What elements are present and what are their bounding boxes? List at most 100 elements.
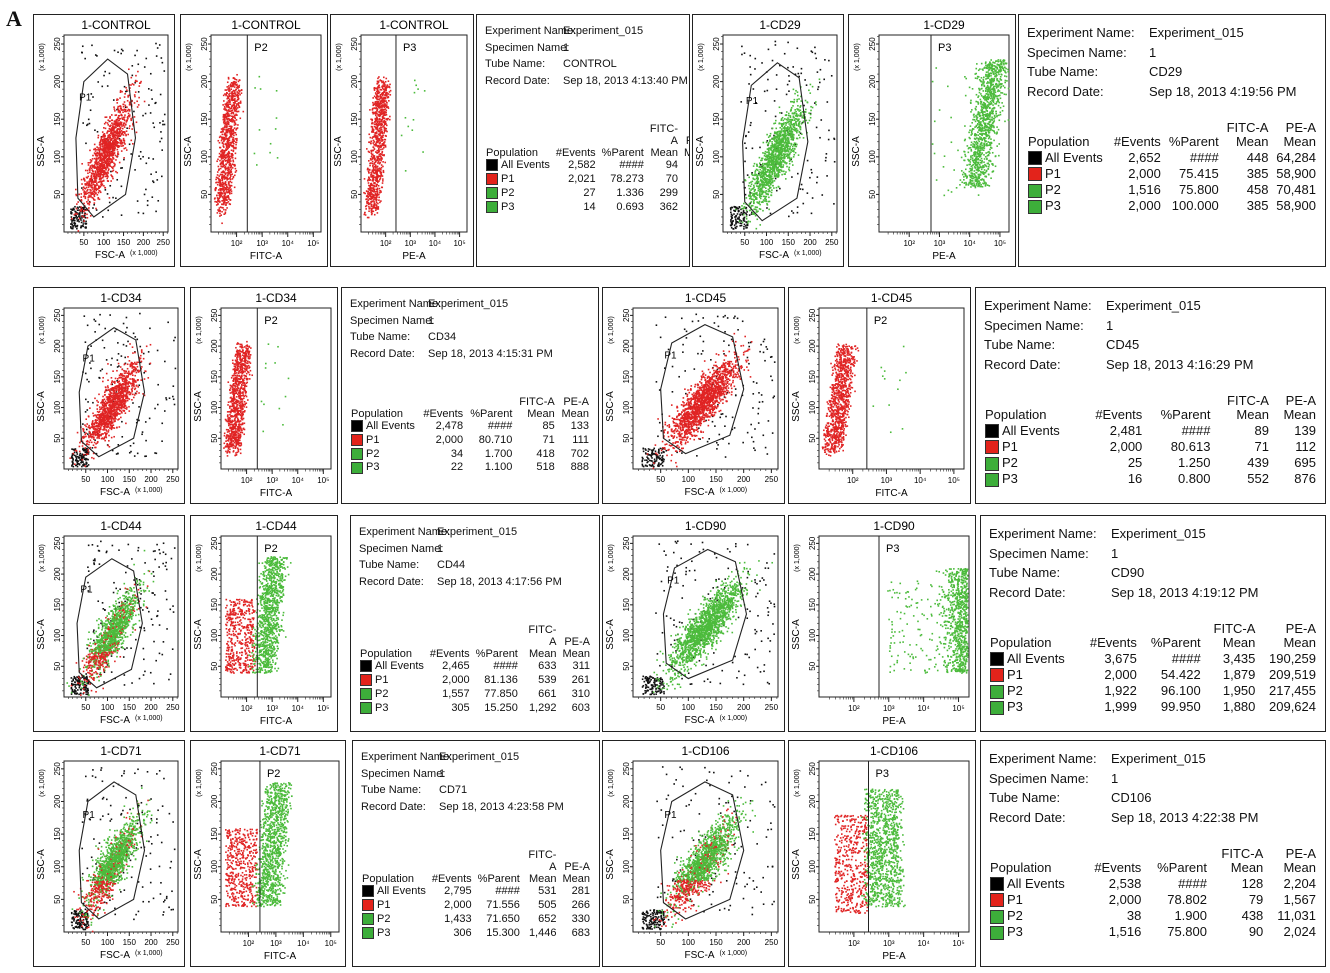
x-tick-label: 10² <box>848 704 860 713</box>
table-cell: 1.900 <box>1144 908 1210 924</box>
table-row: P2 1,433 71.650 652 330 <box>359 913 593 927</box>
table-cell: 64,284 <box>1271 150 1319 166</box>
table-cell: 661 <box>521 688 560 702</box>
y-axis-unit: (x 1,000) <box>196 544 203 572</box>
x-tick-label: 10³ <box>266 704 278 713</box>
stats-header-value: 1 <box>563 42 569 54</box>
population-label: P3 <box>1002 471 1018 486</box>
x-tick-label: 10² <box>243 939 255 948</box>
table-row: P2 271.336299498 <box>483 187 689 201</box>
stats-header-value: CD44 <box>437 559 465 571</box>
y-tick-label: 150 <box>622 827 631 841</box>
stats-header-row: Specimen Name:1 <box>1027 43 1296 63</box>
table-cell: 77.850 <box>473 688 521 702</box>
stats-header-value: Sep 18, 2013 4:23:58 PM <box>439 801 564 813</box>
stats-header-key: Record Date: <box>361 799 439 816</box>
stats-header-key: Experiment Name: <box>350 296 441 313</box>
stats-header-key: Record Date: <box>485 73 563 90</box>
y-axis-label: SSC-A <box>851 136 862 167</box>
plot-title: 1-CD106 <box>681 744 729 758</box>
y-tick-label: 100 <box>808 860 817 874</box>
y-tick-label: 100 <box>53 628 62 642</box>
population-label: All Events <box>375 660 424 672</box>
table-cell: 695 <box>1272 455 1319 471</box>
stats-header-key: Specimen Name: <box>350 313 434 330</box>
scatter-svg-11: 1-CD45 50 100 150 200 250 SSC-A (x 1,000) 10² 10³… <box>791 291 965 499</box>
population-name: All Events <box>359 885 429 899</box>
x-tick-label: 10³ <box>934 239 946 248</box>
population-name: P2 <box>982 455 1081 471</box>
population-label: All Events <box>1002 423 1060 438</box>
population-swatch <box>985 424 999 439</box>
x-tick-label: 200 <box>803 238 817 247</box>
fsc-ssc-plot-16: 1-CD90 50 100 150 200 250 SSC-A (x 1,000) 50 100 1… <box>602 515 785 732</box>
y-tick-label: 50 <box>622 894 631 903</box>
x-tick-label: 100 <box>682 475 696 484</box>
stats-header-value: Sep 18, 2013 4:16:29 PM <box>1106 357 1253 372</box>
stats-header-key: Experiment Name: <box>984 296 1106 316</box>
column-header: FITC-A Mean <box>1204 621 1259 651</box>
stats-header-row: Record Date: Sep 18, 2013 4:15:31 PM <box>350 346 553 363</box>
table-cell: 94 <box>647 159 681 173</box>
table-row: P3 1,516 75.800 90 2,024 <box>987 924 1319 940</box>
table-cell: 702 <box>558 448 592 462</box>
table-cell: 385 <box>1222 198 1272 214</box>
y-axis-label: SSC-A <box>791 391 802 422</box>
stats-header-value: CD45 <box>1106 337 1139 352</box>
fsc-ssc-plot-19: 1-CD71 50 100 150 200 250 SSC-A (x 1,000) 50 100 1… <box>33 740 185 967</box>
y-tick-label: 150 <box>53 370 62 384</box>
table-cell: 306 <box>429 927 475 941</box>
gate-p1 <box>75 58 137 218</box>
scatter-svg-10: 1-CD45 50 100 150 200 250 SSC-A (x 1,000) 50 100 1… <box>605 291 779 498</box>
stats-header-key: Record Date: <box>359 574 437 591</box>
population-name: P3 <box>1025 198 1109 214</box>
scatter-points <box>887 567 969 674</box>
y-tick-label: 200 <box>53 74 62 88</box>
scatter-points <box>70 767 176 933</box>
x-tick-label: 10² <box>380 239 392 248</box>
gate-p1 <box>76 558 143 689</box>
y-axis-label: SSC-A <box>36 619 47 650</box>
population-name: P1 <box>357 674 427 688</box>
table-cell: 85 <box>515 420 557 434</box>
y-axis-unit: (x 1,000) <box>39 43 46 71</box>
column-header: #Events <box>1109 121 1164 150</box>
table-cell: 133 <box>558 420 592 434</box>
y-tick-label: 250 <box>53 762 62 776</box>
table-cell: #### <box>1140 651 1204 667</box>
y-tick-label: 250 <box>808 762 817 776</box>
y-axis-unit: (x 1,000) <box>196 316 203 344</box>
stats-header-value: Sep 18, 2013 4:17:56 PM <box>437 576 562 588</box>
population-label: P2 <box>375 688 388 700</box>
stats-header-row: Tube Name: CD71 <box>361 782 564 799</box>
population-label: P3 <box>1045 198 1061 213</box>
stats-header-key: Record Date: <box>1027 82 1149 102</box>
table-row: All Events 2,538 #### 128 2,204 <box>987 876 1319 892</box>
table-cell: 58,900 <box>1271 198 1319 214</box>
x-axis-label: FITC-A <box>250 251 283 262</box>
table-cell: 15.300 <box>475 927 523 941</box>
stats-header-row: Tube Name: CD44 <box>359 557 562 574</box>
stats-header-row: Tube Name: CD34 <box>350 329 553 346</box>
x-tick-label: 50 <box>740 238 749 247</box>
plot-title: 1-CD90 <box>873 519 915 533</box>
population-swatch <box>985 440 999 455</box>
x-tick-label: 150 <box>123 938 137 947</box>
y-axis-label: SSC-A <box>193 849 204 880</box>
plot-title: 1-CD29 <box>923 18 965 32</box>
fluorescence-plot-14: 1-CD44 50 100 150 200 250 SSC-A (x 1,000) 10² 10³… <box>190 515 338 732</box>
y-tick-label: 150 <box>622 370 631 384</box>
population-swatch <box>351 461 363 474</box>
x-axis-label: PE-A <box>932 251 956 262</box>
population-swatch <box>1028 183 1042 198</box>
table-cell: 0.693 <box>599 201 647 215</box>
x-axis-label: PE-A <box>882 951 906 962</box>
stats-header-key: Tube Name: <box>989 563 1111 583</box>
x-axis-unit: (x 1,000) <box>720 487 748 494</box>
x-tick-label: 150 <box>123 475 137 484</box>
